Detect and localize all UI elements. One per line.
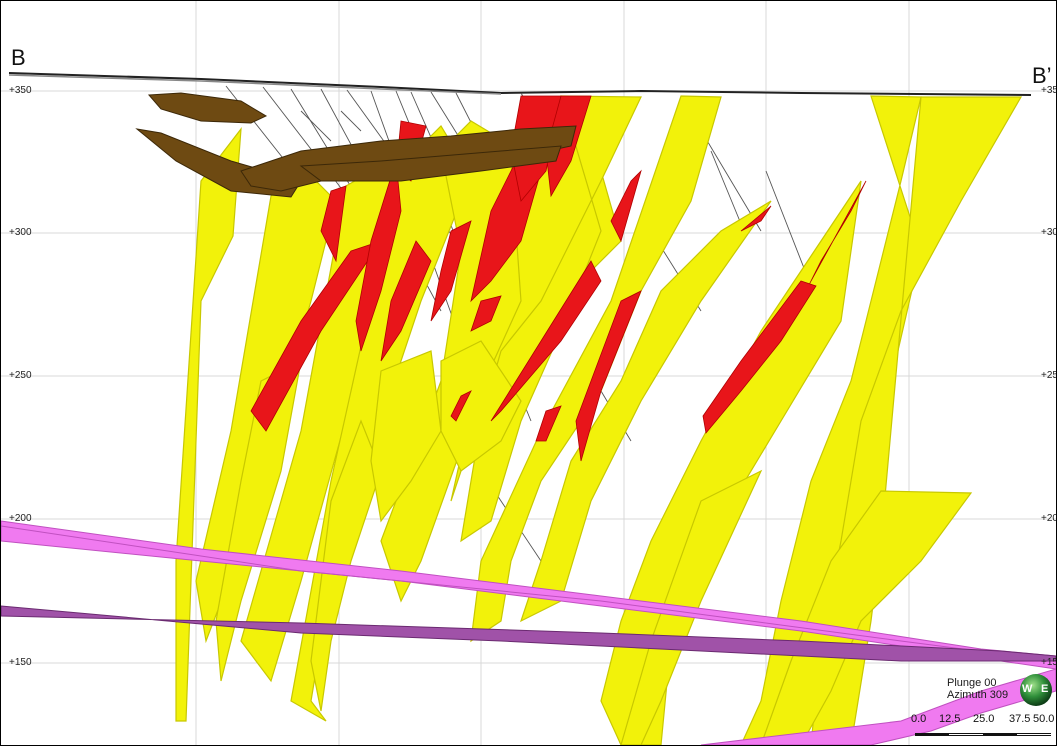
scale-tick: 12.5 [939,713,961,725]
ore-shoot [800,180,867,302]
purple-dyke [1,605,1056,662]
scale-bar: 0.0 12.5 25.0 37.5 50.0 [911,713,1056,743]
elevation-label-right: +25 [1041,370,1057,381]
elevation-label-right: +35 [1041,85,1057,96]
scale-tick: 50.0 [1033,713,1055,725]
ore-shoot [450,390,472,422]
elevation-label-left: +350 [9,85,32,96]
ore-shoot [702,280,817,434]
elevation-label-right: +20 [1041,513,1057,524]
east-label: E [1041,683,1049,695]
elevation-label-right: +15 [1041,657,1057,668]
ore-shoot [430,220,472,322]
west-label: W [1022,683,1033,695]
pink-dyke [1,520,1056,670]
ore-shoot [575,290,642,462]
elevation-label-left: +150 [9,657,32,668]
vein-body [760,490,973,745]
pink-dyke [700,668,1056,745]
pink-dyke [1,525,1056,662]
fault-surfaces [135,92,577,198]
scale-tick: 0.0 [911,713,927,725]
ore-shoot [740,205,772,232]
ore-shoot [380,240,432,362]
fault-surface [299,145,562,182]
ore-shoot [490,260,602,422]
dykes [1,520,1056,745]
elevation-label-right: +30 [1041,227,1057,238]
orientation-ball-icon[interactable]: W E [1019,673,1053,707]
ore-shoot [535,405,562,442]
vein-body [370,350,442,523]
ore-shoot [470,295,502,332]
ore-shoot [320,185,347,263]
elevation-label-left: +200 [9,513,32,524]
scale-tick: 37.5 [1009,713,1031,725]
azimuth-label: Azimuth 309 [947,689,1009,701]
scale-tick: 25.0 [973,713,995,725]
section-end-label: B’ [1032,63,1052,88]
plunge-label: Plunge 00 [947,677,997,689]
elevation-label-left: +250 [9,370,32,381]
vein-body [215,359,302,682]
ore-shoot [610,169,642,243]
section-start-label: B [11,45,26,70]
ore-shoot [355,160,402,352]
elevation-label-left: +300 [9,227,32,238]
view-orientation-info: Plunge 00 Azimuth 309 [947,677,1008,701]
topography-line [8,72,1032,96]
vein-body [440,340,522,472]
fault-surface [147,92,268,124]
ore-shoots [250,95,867,462]
